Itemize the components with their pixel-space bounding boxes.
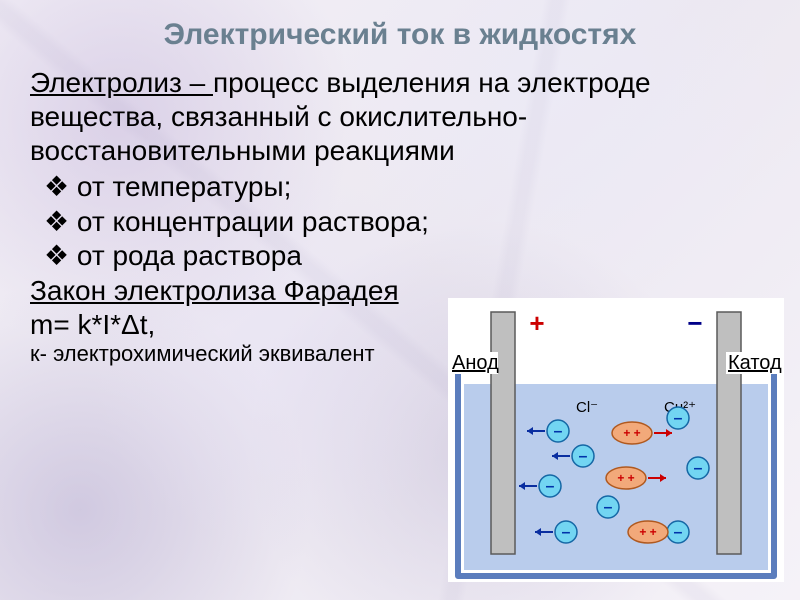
electrolysis-diagram: +−АнодКатодCl⁻Cu²⁺––––––––+ ++ ++ + xyxy=(448,298,784,582)
svg-text:+ +: + + xyxy=(617,471,634,485)
svg-text:+ +: + + xyxy=(623,426,640,440)
svg-text:–: – xyxy=(546,478,555,495)
bullet-item: от температуры; xyxy=(44,170,770,204)
bullet-list: от температуры; от концентрации раствора… xyxy=(44,170,770,272)
svg-text:Cl⁻: Cl⁻ xyxy=(576,399,598,416)
svg-text:Катод: Катод xyxy=(728,352,782,374)
page-title: Электрический ток в жидкостях xyxy=(30,18,770,52)
bullet-item: от рода раствора xyxy=(44,239,770,273)
svg-text:Анод: Анод xyxy=(452,352,499,374)
term: Электролиз – xyxy=(30,67,213,98)
svg-text:+: + xyxy=(529,308,544,338)
svg-text:–: – xyxy=(604,499,613,516)
svg-text:–: – xyxy=(562,524,571,541)
svg-text:–: – xyxy=(554,423,563,440)
svg-text:–: – xyxy=(579,448,588,465)
svg-text:–: – xyxy=(674,524,683,541)
definition-paragraph: Электролиз – процесс выделения на электр… xyxy=(30,66,770,168)
svg-text:+ +: + + xyxy=(639,525,656,539)
svg-text:−: − xyxy=(687,308,702,338)
svg-text:–: – xyxy=(694,460,703,477)
svg-text:–: – xyxy=(674,410,683,427)
bullet-item: от концентрации раствора; xyxy=(44,205,770,239)
